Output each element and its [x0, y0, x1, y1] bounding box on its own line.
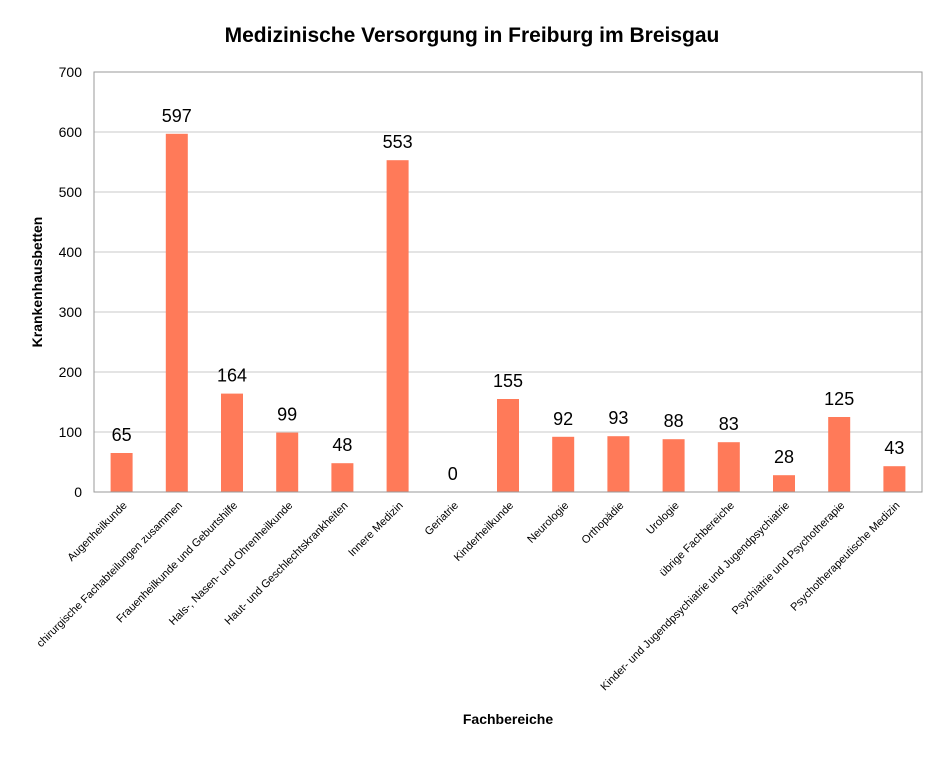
y-tick-label: 300 — [59, 304, 83, 320]
y-axis-title: Krankenhausbetten — [29, 217, 45, 348]
x-tick-label: Urologie — [644, 500, 681, 537]
data-label: 155 — [493, 371, 523, 391]
plot-frame — [93, 71, 923, 493]
x-tick-label: Neurologie — [525, 500, 571, 546]
bar — [607, 436, 630, 492]
bar — [386, 160, 409, 492]
x-tick-label: Frauenheilkunde und Geburtshilfe — [114, 500, 240, 626]
x-tick-label: Psychiatrie und Psychotherapie — [730, 500, 847, 617]
grid-lines — [94, 131, 922, 433]
x-axis-title: Fachbereiche — [463, 711, 553, 727]
bar — [828, 417, 851, 492]
y-tick-label: 200 — [59, 364, 83, 380]
x-tick-label: Kinderheilkunde — [452, 500, 516, 564]
y-tick-label: 100 — [59, 424, 83, 440]
x-tick-label: Haut- und Geschlechtskrankheiten — [223, 500, 351, 628]
data-label: 88 — [664, 411, 684, 431]
data-label: 65 — [112, 425, 132, 445]
data-label: 83 — [719, 414, 739, 434]
data-label: 164 — [217, 366, 247, 386]
data-label: 0 — [448, 464, 458, 484]
x-tick-label: Innere Medizin — [346, 500, 406, 560]
bar — [221, 393, 243, 492]
x-tick-label: Psychotherapeutische Medizin — [789, 500, 903, 614]
y-tick-label: 700 — [59, 64, 83, 80]
y-tick-label: 500 — [59, 184, 83, 200]
data-label: 93 — [608, 408, 628, 428]
x-tick-label: Geriatrie — [423, 500, 461, 538]
bar — [331, 463, 354, 492]
data-label: 48 — [332, 435, 352, 455]
data-label: 43 — [884, 438, 904, 458]
y-tick-label: 0 — [74, 484, 82, 500]
data-label: 125 — [824, 389, 854, 409]
bar — [883, 466, 906, 492]
x-tick-label: Orthopädie — [580, 500, 627, 547]
x-tick-label: Augenheilkunde — [65, 500, 129, 564]
bar — [276, 432, 299, 492]
data-label: 92 — [553, 409, 573, 429]
data-label: 99 — [277, 405, 297, 425]
bar — [717, 442, 740, 492]
chart-title: Medizinische Versorgung in Freiburg im B… — [225, 24, 720, 47]
bar — [165, 133, 188, 493]
x-tick-label: Kinder- und Jugendpsychiatrie und Jugend… — [599, 500, 793, 694]
y-tick-label: 400 — [59, 244, 83, 260]
data-label: 28 — [774, 447, 794, 467]
data-label: 597 — [162, 106, 192, 126]
bar — [662, 439, 685, 492]
bars — [110, 133, 906, 493]
data-labels: 65 597 164 99 48 553 0 155 92 93 88 83 28 125 43 — [112, 106, 905, 484]
bar — [110, 453, 133, 492]
bar — [773, 475, 795, 492]
x-tick-label: Hals-, Nasen- und Ohrenheilkunde — [167, 500, 295, 628]
bar — [497, 399, 519, 492]
y-tick-label: 600 — [59, 124, 83, 140]
data-label: 553 — [383, 132, 413, 152]
y-axis-ticks: 0 100 200 300 400 500 600 700 — [59, 64, 83, 500]
bar — [552, 436, 575, 492]
